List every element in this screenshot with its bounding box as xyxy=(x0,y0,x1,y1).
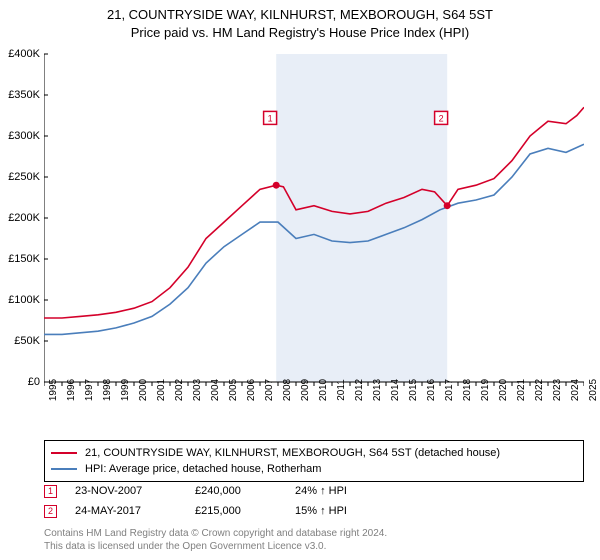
sales-table: 1 23-NOV-2007 £240,000 24% ↑ HPI 2 24-MA… xyxy=(44,482,415,522)
x-tick-label: 2013 xyxy=(372,379,383,401)
footnote: Contains HM Land Registry data © Crown c… xyxy=(44,527,387,553)
x-tick-label: 2017 xyxy=(444,379,455,401)
x-tick-label: 1998 xyxy=(102,379,113,401)
svg-text:2: 2 xyxy=(439,113,444,123)
y-tick-label: £0 xyxy=(28,376,40,388)
x-tick-label: 2014 xyxy=(390,379,401,401)
x-tick-label: 2010 xyxy=(318,379,329,401)
legend-swatch xyxy=(51,468,77,470)
title-line-2: Price paid vs. HM Land Registry's House … xyxy=(0,24,600,42)
legend-item: HPI: Average price, detached house, Roth… xyxy=(51,461,577,477)
x-tick-label: 1995 xyxy=(48,379,59,401)
chart-svg: 12 xyxy=(44,50,584,410)
x-tick-label: 2007 xyxy=(264,379,275,401)
x-tick-label: 1999 xyxy=(120,379,131,401)
x-tick-label: 2002 xyxy=(174,379,185,401)
y-tick-label: £400K xyxy=(8,48,40,60)
x-tick-label: 2005 xyxy=(228,379,239,401)
y-tick-label: £150K xyxy=(8,253,40,265)
title-line-1: 21, COUNTRYSIDE WAY, KILNHURST, MEXBOROU… xyxy=(0,6,600,24)
sale-row: 1 23-NOV-2007 £240,000 24% ↑ HPI xyxy=(44,482,415,500)
legend: 21, COUNTRYSIDE WAY, KILNHURST, MEXBOROU… xyxy=(44,440,584,482)
legend-label: HPI: Average price, detached house, Roth… xyxy=(85,463,321,475)
legend-item: 21, COUNTRYSIDE WAY, KILNHURST, MEXBOROU… xyxy=(51,445,577,461)
x-tick-label: 2012 xyxy=(354,379,365,401)
x-tick-label: 2009 xyxy=(300,379,311,401)
x-tick-label: 2011 xyxy=(336,379,347,401)
x-tick-label: 2000 xyxy=(138,379,149,401)
svg-text:1: 1 xyxy=(268,113,273,123)
y-tick-label: £100K xyxy=(8,294,40,306)
legend-swatch xyxy=(51,452,77,454)
chart-plot-area: 12 xyxy=(44,50,584,410)
sale-hpi-delta: 15% ↑ HPI xyxy=(295,505,415,517)
x-tick-label: 2001 xyxy=(156,379,167,401)
sale-price: £215,000 xyxy=(195,505,295,517)
x-tick-label: 2018 xyxy=(462,379,473,401)
y-tick-label: £200K xyxy=(8,212,40,224)
x-tick-label: 2021 xyxy=(516,379,527,401)
x-tick-label: 2003 xyxy=(192,379,203,401)
x-tick-label: 2016 xyxy=(426,379,437,401)
x-tick-label: 1997 xyxy=(84,379,95,401)
x-tick-label: 2019 xyxy=(480,379,491,401)
footnote-line-2: This data is licensed under the Open Gov… xyxy=(44,540,387,553)
sale-hpi-delta: 24% ↑ HPI xyxy=(295,485,415,497)
y-tick-label: £250K xyxy=(8,171,40,183)
x-tick-label: 2008 xyxy=(282,379,293,401)
x-tick-label: 2024 xyxy=(570,379,581,401)
x-tick-label: 2015 xyxy=(408,379,419,401)
legend-label: 21, COUNTRYSIDE WAY, KILNHURST, MEXBOROU… xyxy=(85,447,500,459)
x-tick-label: 1996 xyxy=(66,379,77,401)
sale-marker-icon: 1 xyxy=(44,485,57,498)
sale-date: 23-NOV-2007 xyxy=(75,485,195,497)
chart-title: 21, COUNTRYSIDE WAY, KILNHURST, MEXBOROU… xyxy=(0,0,600,41)
y-tick-label: £300K xyxy=(8,130,40,142)
x-tick-label: 2004 xyxy=(210,379,221,401)
x-tick-label: 2023 xyxy=(552,379,563,401)
sale-price: £240,000 xyxy=(195,485,295,497)
x-tick-label: 2020 xyxy=(498,379,509,401)
x-tick-label: 2006 xyxy=(246,379,257,401)
y-tick-label: £350K xyxy=(8,89,40,101)
footnote-line-1: Contains HM Land Registry data © Crown c… xyxy=(44,527,387,540)
x-tick-label: 2025 xyxy=(588,379,599,401)
sale-date: 24-MAY-2017 xyxy=(75,505,195,517)
sale-row: 2 24-MAY-2017 £215,000 15% ↑ HPI xyxy=(44,502,415,520)
y-tick-label: £50K xyxy=(14,335,40,347)
x-tick-label: 2022 xyxy=(534,379,545,401)
sale-marker-icon: 2 xyxy=(44,505,57,518)
